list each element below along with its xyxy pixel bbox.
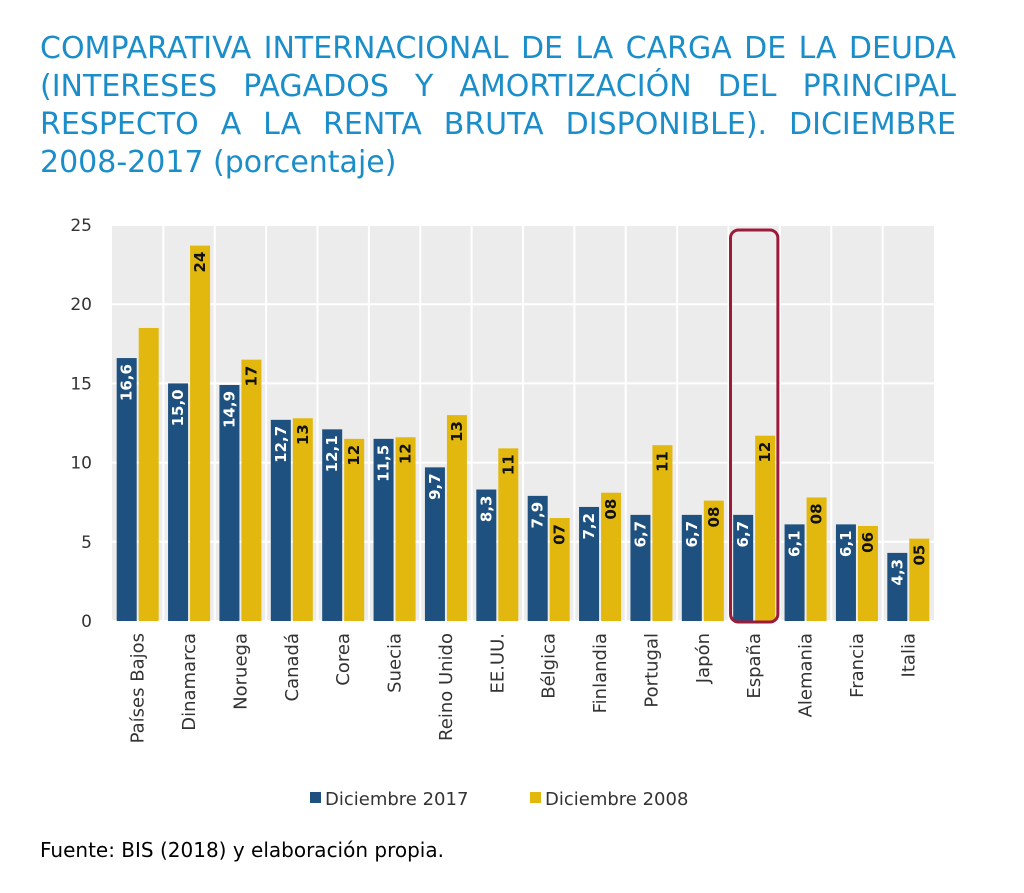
x-tick-label: Reino Unido [436, 633, 457, 741]
data-label: 12,7 [272, 426, 290, 463]
bar-2008 [446, 415, 467, 621]
bar-2008 [498, 448, 519, 621]
bar-2017 [270, 419, 291, 621]
data-label: 05 [910, 545, 928, 566]
x-axis: Países Bajos Dinamarca Noruega Canadá Corea S… [128, 633, 920, 743]
data-label: 7,9 [529, 502, 547, 529]
data-label: 12 [397, 443, 415, 464]
data-label: 12 [756, 442, 774, 463]
bar-2008 [292, 418, 313, 621]
bar-2017 [835, 524, 856, 621]
bar-2008 [549, 518, 570, 621]
data-label: 06 [859, 532, 877, 553]
bar-2017 [579, 506, 600, 621]
bar-2017 [116, 358, 137, 621]
x-tick-label: Alemania [796, 633, 817, 717]
bar-2017 [424, 467, 445, 621]
bars [116, 245, 930, 622]
bar-2017 [887, 552, 908, 621]
x-tick-label: Finlandia [590, 633, 611, 713]
data-label: 15,0 [169, 389, 187, 426]
data-label: 7,2 [580, 513, 598, 540]
bar-2008 [344, 438, 365, 621]
legend-label-2017: Diciembre 2017 [325, 789, 468, 810]
x-tick-label: Corea [333, 633, 354, 686]
highlight-box [729, 228, 780, 624]
x-tick-label: Canadá [282, 633, 303, 702]
legend-label-2008: Diciembre 2008 [545, 789, 688, 810]
bar-2017 [527, 495, 548, 621]
data-label: 24 [191, 252, 209, 273]
y-tick-label: 0 [81, 612, 92, 632]
data-label: 08 [705, 507, 723, 528]
bar-2017 [219, 384, 240, 621]
data-label: 12 [345, 445, 363, 466]
bar-2017 [322, 429, 343, 621]
legend: Diciembre 2017 Diciembre 2008 [310, 789, 688, 810]
legend-swatch-2017 [310, 792, 321, 803]
bar-2017 [168, 383, 189, 621]
x-tick-label: Suecia [385, 633, 406, 693]
bar-2017 [373, 438, 394, 621]
x-tick-label: Portugal [641, 633, 662, 708]
data-label: 13 [294, 424, 312, 445]
legend-swatch-2008 [530, 792, 541, 803]
x-tick-label: Dinamarca [179, 633, 200, 731]
x-tick-label: Francia [847, 633, 868, 698]
data-label: 08 [808, 503, 826, 524]
data-label: 6,7 [683, 521, 701, 548]
data-label: 13 [448, 421, 466, 442]
y-tick-label: 10 [70, 454, 92, 474]
x-tick-label: Países Bajos [128, 633, 149, 743]
data-label: 6,7 [631, 521, 649, 548]
y-tick-label: 15 [70, 374, 92, 394]
y-tick-label: 5 [81, 533, 92, 553]
data-label: 07 [551, 524, 569, 545]
data-label: 6,1 [786, 530, 804, 557]
data-label: 16,6 [118, 364, 136, 401]
data-label: 8,3 [477, 496, 495, 523]
bar-2017 [681, 514, 702, 621]
bar-2008 [909, 538, 930, 621]
data-label: 17 [242, 366, 260, 387]
y-tick-label: 25 [70, 216, 92, 236]
bar-2008 [857, 525, 878, 621]
data-label: 11 [653, 451, 671, 472]
source-note: Fuente: BIS (2018) y elaboración propia. [40, 838, 444, 862]
bar-2008 [652, 445, 673, 621]
bar-2008 [806, 497, 827, 621]
bar-2017 [784, 524, 805, 621]
x-tick-label: Noruega [230, 633, 251, 710]
x-tick-label: Japón [693, 633, 714, 684]
x-tick-label: Italia [898, 633, 919, 677]
data-label: 11 [499, 454, 517, 475]
data-label: 08 [602, 499, 620, 520]
data-label: 11,5 [375, 445, 393, 482]
x-tick-label: EE.UU. [487, 633, 508, 694]
data-label: 6,7 [734, 521, 752, 548]
bar-2008 [395, 437, 416, 621]
bar-2008 [703, 500, 724, 621]
bar-2008 [755, 435, 776, 621]
data-label: 9,7 [426, 473, 444, 500]
bar-2008 [190, 245, 211, 622]
y-axis: 0 5 10 15 20 25 [70, 216, 92, 632]
data-label: 14,9 [220, 391, 238, 428]
bar-2008 [601, 492, 622, 621]
bar-2008 [241, 359, 262, 621]
y-tick-label: 20 [70, 295, 92, 315]
bar-2017 [630, 514, 651, 621]
bar-2017 [476, 489, 497, 621]
data-label: 6,1 [837, 530, 855, 557]
x-tick-label: Bélgica [539, 633, 560, 699]
bar-2008 [138, 327, 159, 621]
data-label: 4,3 [888, 559, 906, 586]
bar-2017 [733, 514, 754, 621]
chart-title: COMPARATIVA INTERNACIONAL DE LA CARGA DE… [40, 31, 956, 180]
x-tick-label: España [744, 633, 765, 699]
data-label: 12,1 [323, 435, 341, 472]
